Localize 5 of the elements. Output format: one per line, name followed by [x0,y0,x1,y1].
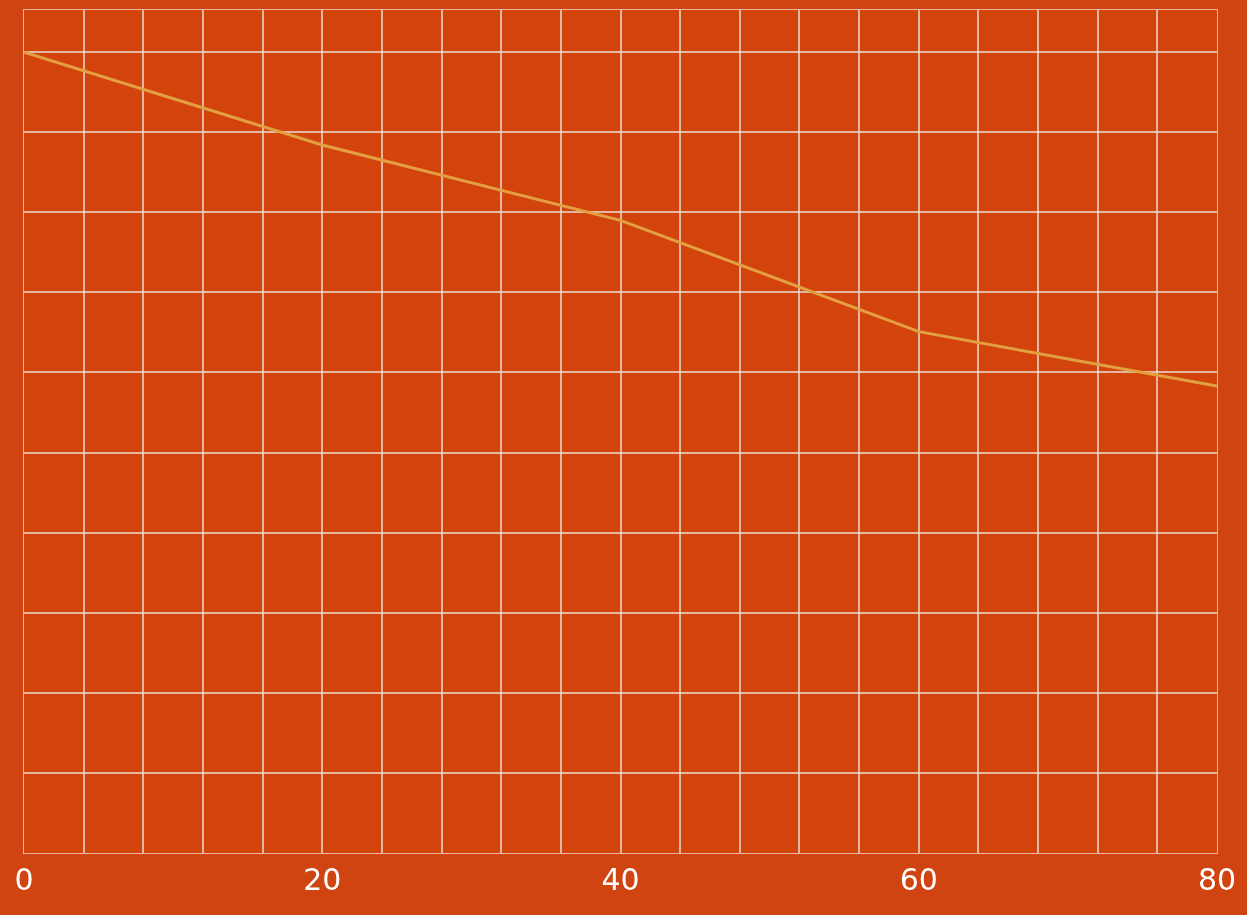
x-tick-label: 20 [303,862,342,897]
x-tick-label: 40 [601,862,640,897]
x-tick-label: 80 [1197,862,1237,897]
x-tick-label: 0 [14,862,34,897]
x-tick-label: 60 [899,862,938,897]
